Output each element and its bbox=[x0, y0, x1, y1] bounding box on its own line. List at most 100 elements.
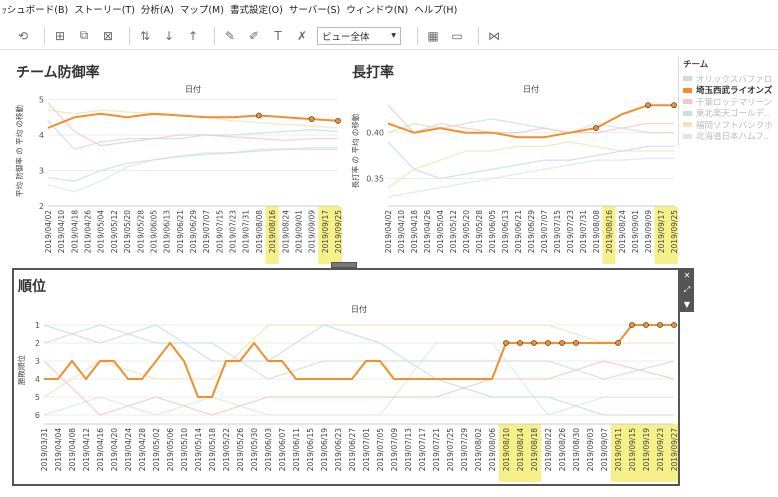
y-tick-label: 5 bbox=[35, 393, 40, 402]
series-line bbox=[44, 324, 674, 398]
menu-window[interactable]: ウィンドウ(N) bbox=[346, 5, 409, 16]
menu-story[interactable]: ストーリー(T) bbox=[74, 5, 135, 16]
data-point bbox=[593, 125, 599, 131]
x-tick-label: 2019/05/12 bbox=[449, 210, 458, 253]
y-tick-label: 1 bbox=[35, 321, 40, 330]
x-tick-label: 2019/06/13 bbox=[163, 210, 172, 253]
era-chart-title: チーム防御率 bbox=[16, 65, 100, 81]
legend-item[interactable]: オリックスバファローズ bbox=[683, 73, 772, 85]
filter-icon[interactable]: ▼ bbox=[683, 300, 691, 310]
x-tick-label: 2019/03/31 bbox=[40, 428, 49, 471]
legend-item[interactable]: 埼玉西武ライオンズ bbox=[683, 85, 772, 96]
x-tick-label: 2019/06/05 bbox=[149, 210, 158, 253]
menu-help[interactable]: ヘルプ(H) bbox=[414, 5, 458, 16]
legend-swatch bbox=[683, 99, 692, 105]
x-tick-label: 2019/05/28 bbox=[136, 210, 145, 253]
legend-label: 埼玉西武ライオンズ bbox=[696, 86, 772, 96]
swap-icon[interactable]: ⇅ bbox=[139, 28, 151, 43]
format-icon[interactable]: ✗ bbox=[296, 28, 308, 43]
x-tick-label: 2019/06/19 bbox=[320, 428, 329, 471]
x-tick-label: 2019/05/26 bbox=[236, 428, 245, 471]
x-tick-label: 2019/09/09 bbox=[308, 210, 317, 253]
resize-handle[interactable] bbox=[331, 262, 357, 268]
series-line bbox=[43, 342, 674, 416]
legend-item[interactable]: 東北楽天ゴールデ.. bbox=[683, 108, 772, 119]
highlight-band bbox=[602, 206, 616, 264]
x-tick-label: 2019/08/08 bbox=[592, 210, 601, 253]
x-tick-label: 2019/04/10 bbox=[57, 210, 66, 253]
data-point bbox=[308, 116, 315, 122]
legend-item[interactable]: 福岡ソフトバンクホ.. bbox=[683, 119, 772, 131]
axis-header: 日付 bbox=[351, 304, 367, 314]
x-tick-label: 2019/05/20 bbox=[123, 210, 132, 253]
legend-title: チーム bbox=[683, 60, 709, 70]
series-line bbox=[47, 120, 339, 150]
menu-format[interactable]: 書式設定(O) bbox=[229, 5, 283, 16]
x-tick-label: 2019/04/18 bbox=[70, 210, 79, 253]
x-tick-label: 2019/07/17 bbox=[418, 428, 427, 471]
presentation-icon[interactable]: ▭ bbox=[451, 28, 463, 43]
menu-dashboard[interactable]: ｯシュボード(B) bbox=[2, 5, 69, 16]
x-tick-label: 2019/04/26 bbox=[84, 210, 93, 253]
x-tick-label: 2019/05/20 bbox=[462, 210, 471, 253]
series-line bbox=[43, 360, 675, 416]
axis-header: 日付 bbox=[185, 84, 201, 94]
data-point bbox=[615, 340, 621, 346]
data-point bbox=[335, 117, 341, 124]
x-tick-label: 2019/08/08 bbox=[255, 210, 264, 253]
x-tick-label: 2019/07/15 bbox=[215, 210, 224, 253]
x-tick-label: 2019/08/16 bbox=[605, 210, 614, 253]
legend-item[interactable]: 北海道日本ハムフ.. bbox=[683, 131, 772, 142]
legend-swatch bbox=[683, 133, 692, 139]
label-icon[interactable]: T bbox=[274, 28, 282, 43]
x-tick-label: 2019/08/18 bbox=[530, 428, 539, 471]
x-tick-label: 2019/04/20 bbox=[110, 428, 119, 471]
highlight-icon[interactable]: ✎ bbox=[224, 28, 236, 43]
y-axis-label: 平均 防御率 の 平均 の移動 bbox=[14, 104, 24, 197]
x-tick-label: 2019/07/15 bbox=[553, 210, 562, 253]
show-me-icon[interactable]: ▦ bbox=[427, 28, 439, 43]
menu-server[interactable]: サーバー(S) bbox=[288, 5, 341, 16]
sort-desc-icon[interactable]: ↑ bbox=[187, 28, 199, 43]
data-point bbox=[559, 340, 565, 346]
add-datasource-icon[interactable]: ⊞ bbox=[54, 28, 66, 43]
data-point bbox=[643, 322, 649, 328]
data-point bbox=[645, 102, 651, 109]
x-tick-label: 2019/06/15 bbox=[306, 428, 315, 471]
rank-chart-frame[interactable]: 順位 日付 勝敗順位 1 2 3 4 5 6 2019/03/31 2019/04/04 2019/… bbox=[12, 268, 680, 486]
fit-select[interactable]: ビュー全体 ▾ bbox=[317, 26, 401, 45]
share-icon[interactable]: ⋈ bbox=[488, 28, 500, 43]
legend-swatch bbox=[683, 76, 692, 82]
x-tick-label: 2019/07/29 bbox=[460, 428, 469, 471]
x-tick-label: 2019/09/07 bbox=[600, 428, 609, 471]
series-line bbox=[43, 324, 674, 398]
close-icon[interactable]: ✕ bbox=[683, 270, 691, 280]
x-tick-label: 2019/04/04 bbox=[54, 428, 63, 471]
legend-item[interactable]: 千葉ロッテマリーンズ bbox=[683, 96, 772, 108]
clear-icon[interactable]: ⊠ bbox=[102, 28, 114, 43]
series-line bbox=[43, 324, 675, 380]
x-tick-label: 2019/05/04 bbox=[436, 210, 445, 253]
x-tick-label: 2019/08/30 bbox=[572, 428, 581, 471]
duplicate-icon[interactable]: ⧉ bbox=[79, 28, 89, 42]
x-tick-label: 2019/09/17 bbox=[657, 210, 666, 253]
menu-map[interactable]: マップ(M) bbox=[179, 5, 224, 16]
pin-icon[interactable]: ✐ bbox=[248, 28, 260, 43]
y-tick-label: 3 bbox=[35, 357, 40, 366]
y-tick-label: 0.35 bbox=[366, 175, 384, 184]
highlight-band bbox=[331, 206, 342, 264]
data-point bbox=[671, 102, 677, 109]
menu-analysis[interactable]: 分析(A) bbox=[140, 5, 174, 16]
sort-asc-icon[interactable]: ↓ bbox=[163, 28, 175, 43]
toolbar-separator bbox=[417, 26, 418, 45]
menu-bar: ｯシュボード(B) ストーリー(T) 分析(A) マップ(M) 書式設定(O) … bbox=[0, 0, 778, 18]
legend-label: 千葉ロッテマリーンズ bbox=[696, 97, 772, 108]
undo-icon[interactable]: ⟲ bbox=[17, 28, 29, 43]
expand-icon[interactable]: ⤢ bbox=[683, 284, 691, 294]
series-line bbox=[387, 118, 674, 134]
x-tick-label: 2019/09/25 bbox=[670, 210, 678, 253]
